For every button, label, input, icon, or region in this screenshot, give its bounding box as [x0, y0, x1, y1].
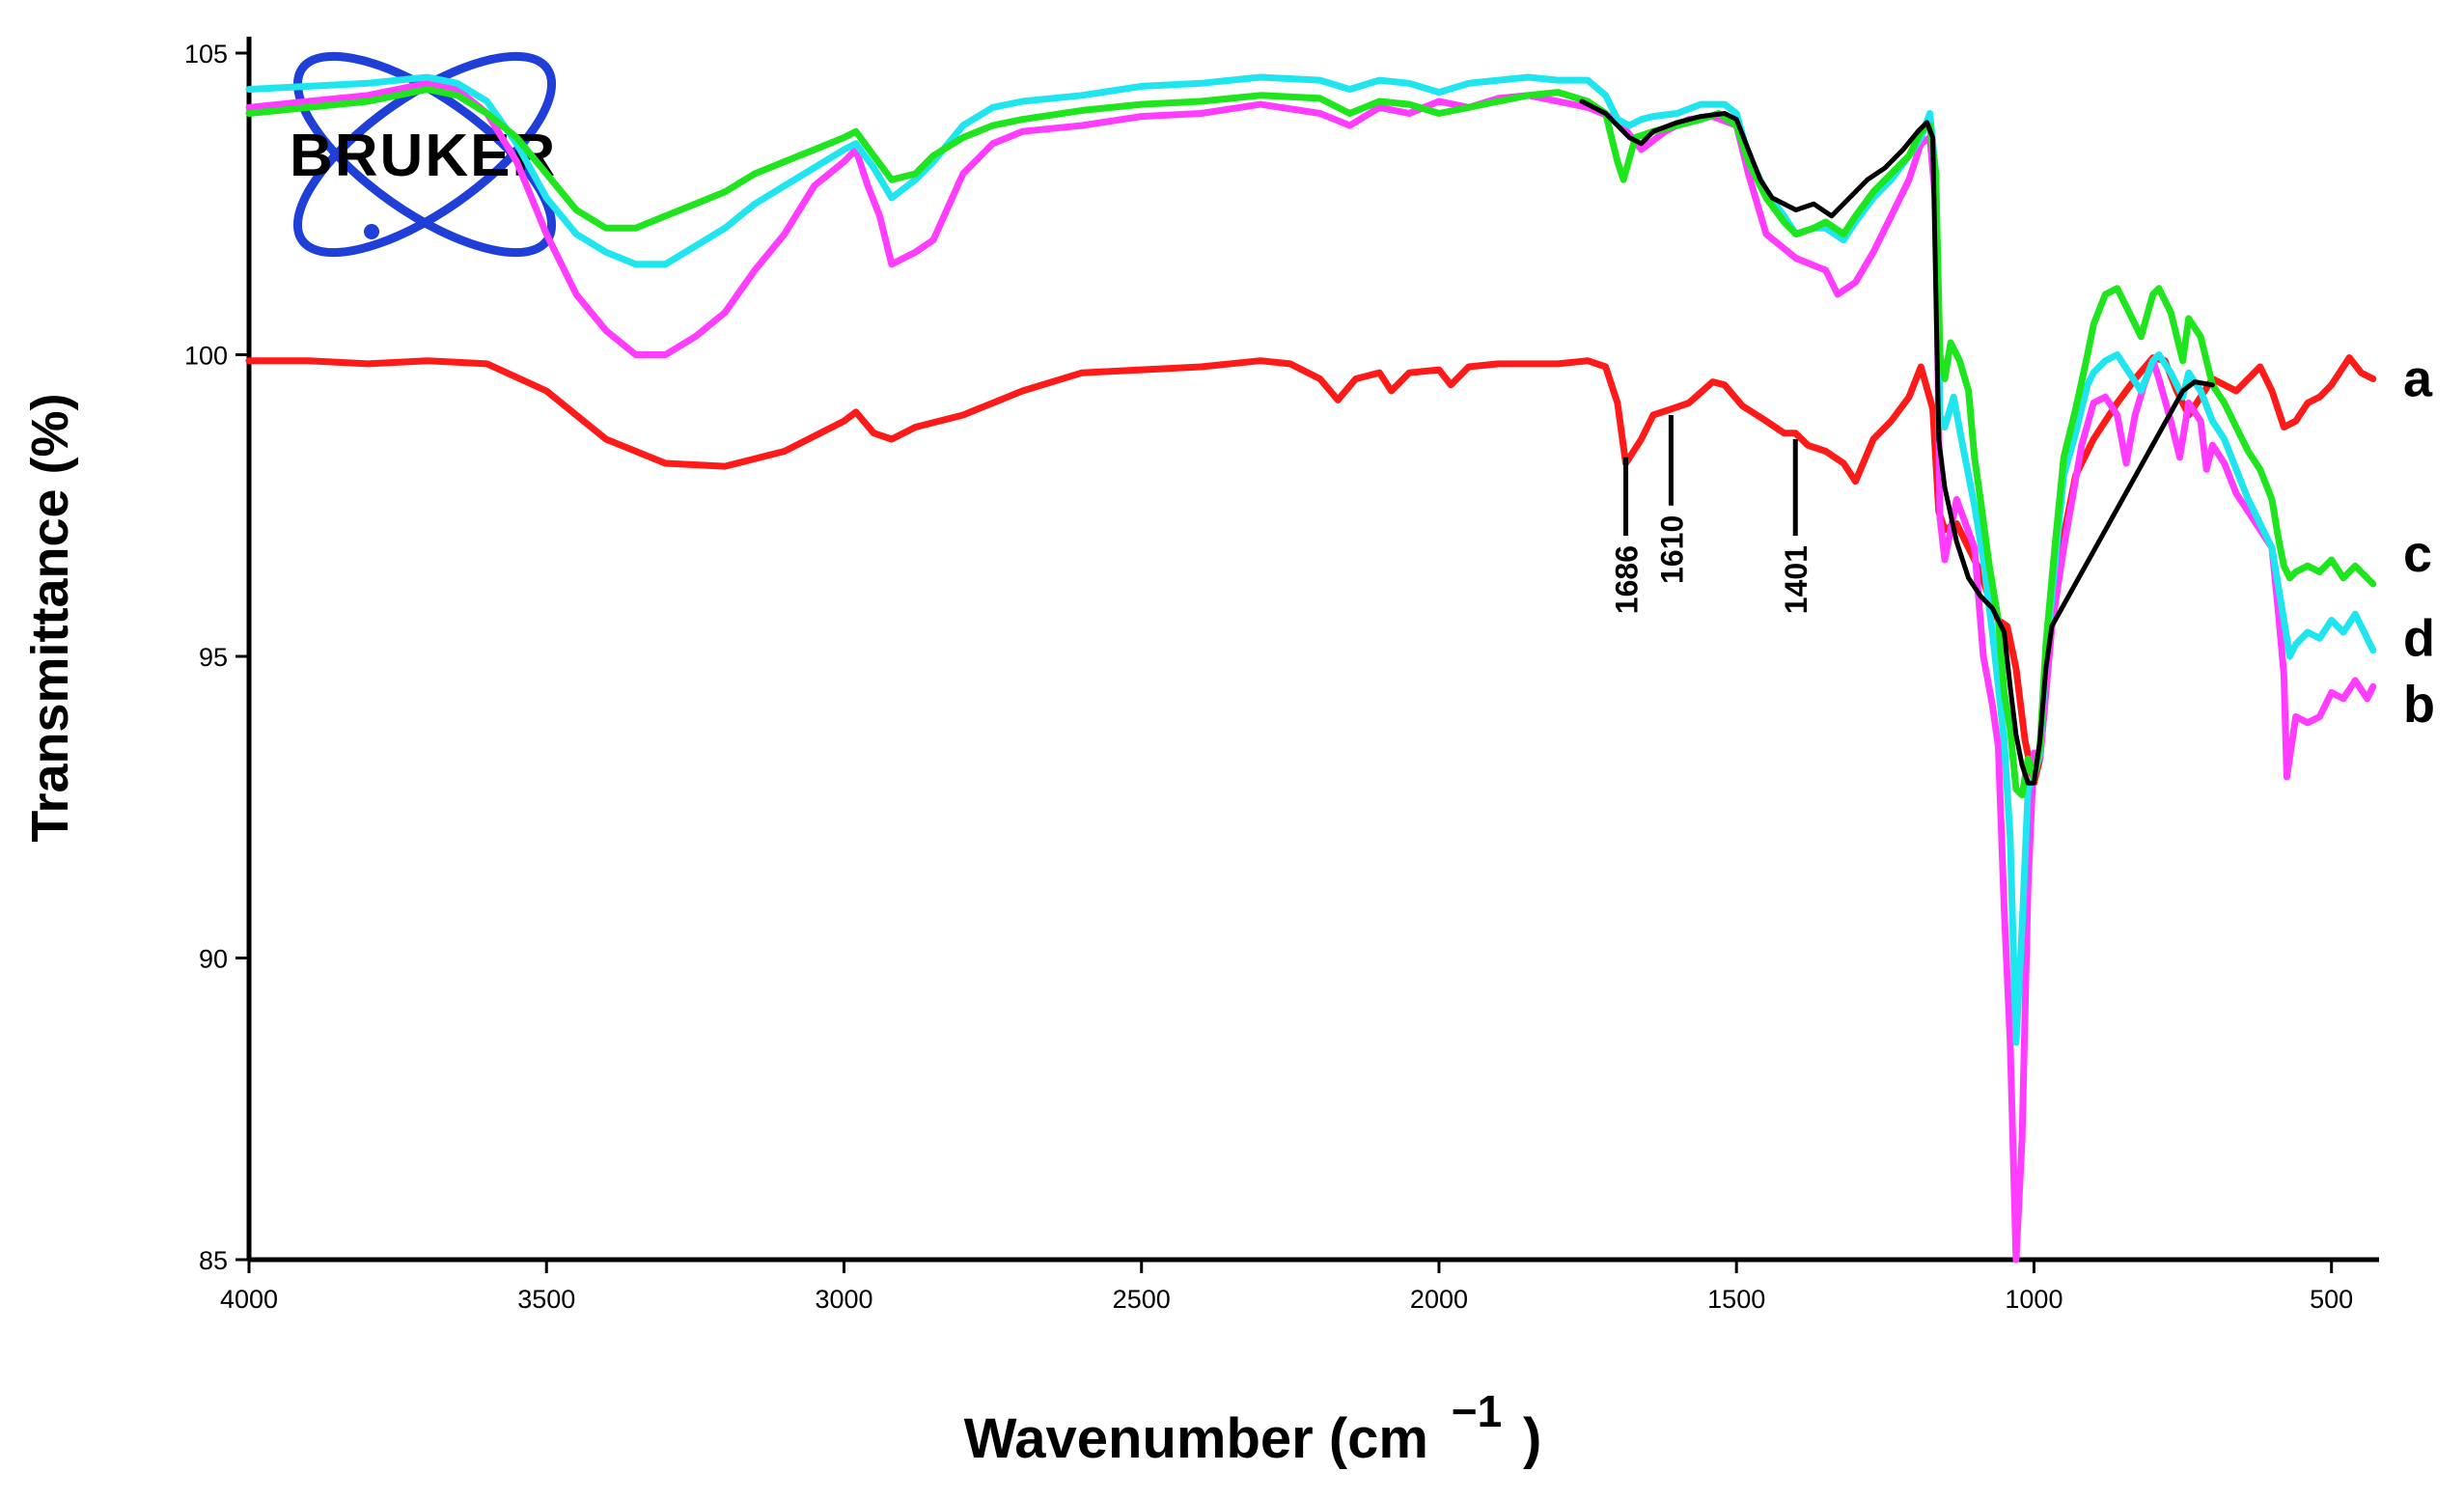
x-axis-title-superscript: −1	[1452, 1386, 1502, 1436]
annotation-label: 1610	[1654, 515, 1689, 584]
y-tick-label: 85	[199, 1246, 228, 1275]
series-label-a: a	[2403, 350, 2433, 408]
y-tick-label: 90	[199, 945, 228, 974]
series-layer	[245, 73, 2377, 1264]
y-tick-label: 105	[184, 40, 228, 69]
y-ticks: 85 90 95 100 105	[184, 40, 249, 1275]
logo-orbit-1	[292, 51, 557, 258]
logo-dot-icon	[364, 224, 379, 239]
x-tick-label: 2000	[1410, 1285, 1468, 1314]
series-label-c: c	[2403, 525, 2432, 583]
x-ticks: 4000 3500 3000 2500 2000 1500 1000 500	[220, 1260, 2353, 1314]
series-label-b: b	[2403, 676, 2435, 734]
x-tick-label: 1500	[1707, 1285, 1765, 1314]
series-labels: a cdb	[2403, 350, 2435, 735]
x-axis-title-close: )	[1523, 1407, 1541, 1470]
annotation-label: 1686	[1610, 545, 1645, 614]
x-axis-title: Wavenumber (cm	[964, 1407, 1428, 1470]
x-tick-label: 3000	[815, 1285, 872, 1314]
series-label-d: d	[2403, 609, 2435, 667]
peak-annotations: 1686 1610 1401	[1610, 415, 1813, 614]
y-tick-label: 100	[184, 342, 228, 371]
x-tick-label: 500	[2310, 1285, 2353, 1314]
series-line-a	[245, 354, 2377, 787]
x-tick-label: 1000	[2005, 1285, 2063, 1314]
y-axis-title: Transmittance (%)	[21, 393, 79, 842]
annotation-label: 1401	[1779, 545, 1813, 614]
series-line-d	[245, 73, 2377, 1046]
x-tick-label: 2500	[1113, 1285, 1171, 1314]
y-tick-label: 95	[199, 643, 228, 672]
series-line-overlay	[1579, 98, 2215, 786]
x-tick-label: 3500	[517, 1285, 575, 1314]
x-tick-label: 4000	[220, 1285, 278, 1314]
series-line-c	[245, 86, 2377, 799]
series-line-b	[245, 79, 2377, 1264]
